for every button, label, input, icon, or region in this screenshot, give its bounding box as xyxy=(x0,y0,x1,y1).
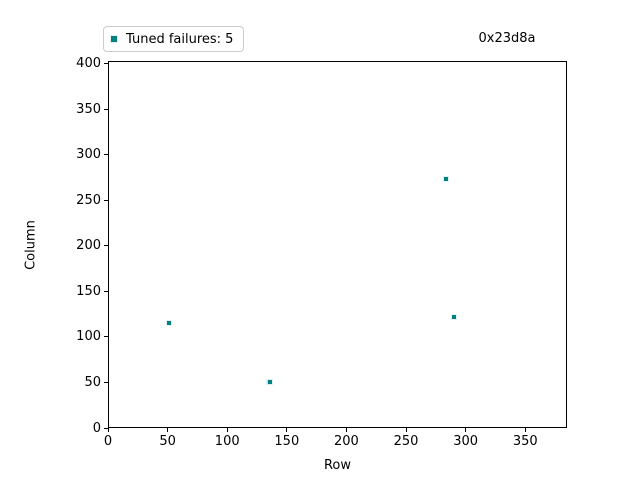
x-axis-label: Row xyxy=(323,458,352,473)
data-point xyxy=(166,321,171,326)
y-tick-mark xyxy=(104,63,108,65)
x-tick-label: 0 xyxy=(103,434,113,449)
y-tick-mark xyxy=(104,245,108,247)
x-tick-mark xyxy=(405,428,407,432)
x-tick-mark xyxy=(226,428,228,432)
y-tick-label: 250 xyxy=(76,192,101,208)
x-tick-label: 300 xyxy=(453,434,479,449)
y-tick-label: 0 xyxy=(92,420,101,436)
x-tick-label: 250 xyxy=(393,434,419,449)
x-tick-mark xyxy=(465,428,467,432)
y-axis-label: Column xyxy=(23,220,39,270)
data-point xyxy=(267,379,272,384)
y-tick-mark xyxy=(104,336,108,338)
x-tick-label: 100 xyxy=(214,434,240,449)
y-tick-mark xyxy=(104,108,108,110)
data-point xyxy=(451,314,456,319)
x-tick-mark xyxy=(167,428,169,432)
legend-square-marker-icon xyxy=(111,36,117,42)
y-tick-label: 200 xyxy=(76,238,101,254)
y-tick-label: 350 xyxy=(76,101,101,117)
x-tick-mark xyxy=(524,428,526,432)
y-tick-label: 400 xyxy=(76,56,101,72)
legend-label: Tuned failures: 5 xyxy=(126,31,234,47)
y-tick-mark xyxy=(104,381,108,383)
x-tick-label: 50 xyxy=(159,434,176,449)
x-tick-label: 150 xyxy=(274,434,300,449)
y-tick-mark xyxy=(104,154,108,156)
data-point xyxy=(444,176,449,181)
y-tick-label: 50 xyxy=(84,374,101,390)
y-tick-mark xyxy=(104,199,108,201)
y-tick-label: 150 xyxy=(76,283,101,299)
x-tick-mark xyxy=(345,428,347,432)
x-tick-label: 350 xyxy=(512,434,538,449)
y-tick-mark xyxy=(104,290,108,292)
y-tick-mark xyxy=(104,427,108,429)
y-tick-label: 300 xyxy=(76,147,101,163)
x-tick-label: 200 xyxy=(334,434,359,449)
legend: Tuned failures: 5 xyxy=(103,26,245,52)
x-tick-mark xyxy=(107,428,109,432)
annotation-hex-id: 0x23d8a xyxy=(478,31,536,46)
plot-area xyxy=(108,61,567,428)
y-tick-label: 100 xyxy=(76,329,101,345)
x-tick-mark xyxy=(286,428,288,432)
